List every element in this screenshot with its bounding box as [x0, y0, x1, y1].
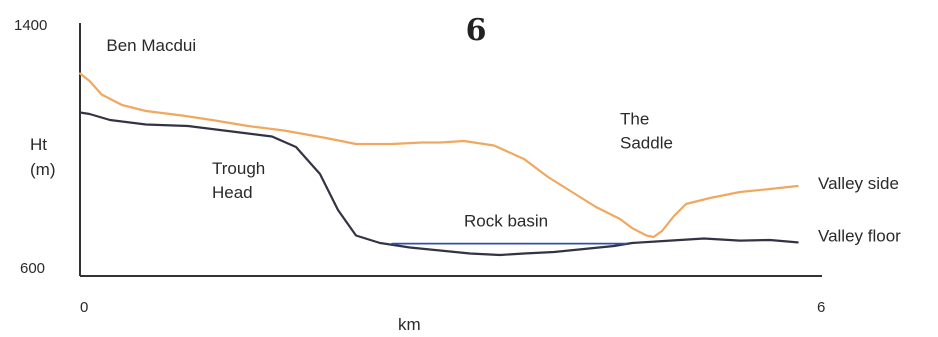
series-line-valley-side — [78, 72, 799, 239]
y-tick-label-1400: 1400 — [14, 17, 47, 34]
annotation-saddle: Saddle — [620, 134, 673, 153]
annotation-trough: Trough — [212, 159, 265, 178]
series-line-valley-floor — [78, 111, 799, 257]
annotation-head: Head — [212, 183, 253, 202]
series-layer — [78, 72, 799, 257]
x-tick-label-0: 0 — [80, 299, 88, 316]
chart-title: 6 — [466, 13, 487, 48]
annotation-valley-floor: Valley floor — [818, 227, 901, 246]
annotation-valley-side: Valley side — [818, 174, 899, 193]
annotation-the: The — [620, 110, 649, 129]
x-tick-label-6: 6 — [817, 299, 825, 316]
y-tick-label-600: 600 — [20, 260, 45, 277]
annotation-ben-macdui: Ben Macdui — [106, 36, 196, 55]
y-axis-label-line1: Ht — [30, 135, 47, 154]
annotation-rock-basin: Rock basin — [464, 212, 548, 231]
y-axis-label-line2: (m) — [30, 160, 55, 179]
annotation-layer: Ben Macdui Trough Head Rock basin The Saddle V… — [106, 36, 901, 246]
x-axis-label: km — [398, 315, 421, 334]
